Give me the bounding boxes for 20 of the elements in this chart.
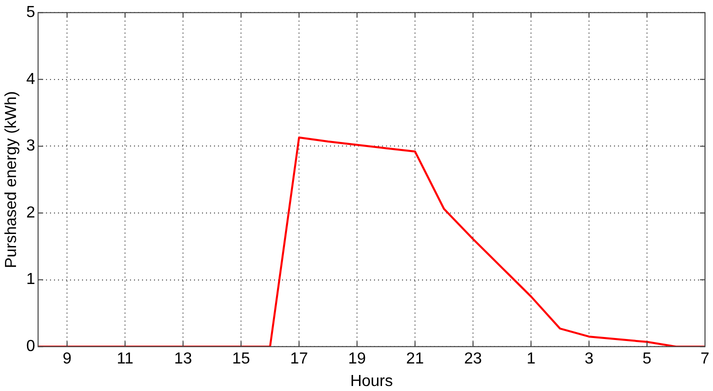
x-tick-label: 3 xyxy=(584,350,594,368)
x-tick-label: 23 xyxy=(464,350,482,368)
x-tick-label: 17 xyxy=(290,350,308,368)
x-tick-label: 13 xyxy=(174,350,192,368)
x-axis-title: Hours xyxy=(350,372,393,390)
x-tick-label: 19 xyxy=(348,350,366,368)
x-tick-label: 15 xyxy=(232,350,250,368)
y-tick-label: 5 xyxy=(26,4,36,22)
x-tick-label: 11 xyxy=(116,350,134,368)
y-tick-label: 1 xyxy=(26,271,36,288)
x-tick-label: 21 xyxy=(406,350,424,368)
x-tick-label: 1 xyxy=(526,350,536,368)
x-tick-label: 5 xyxy=(642,350,652,368)
y-tick-label: 2 xyxy=(26,204,36,222)
x-tick-label: 9 xyxy=(62,350,72,368)
y-tick-label: 3 xyxy=(26,138,36,155)
x-tick-label: 7 xyxy=(700,350,710,368)
y-axis-title: Purshased energy (kWh) xyxy=(3,91,20,268)
y-tick-label: 4 xyxy=(26,70,36,88)
y-tick-label: 0 xyxy=(26,338,36,356)
